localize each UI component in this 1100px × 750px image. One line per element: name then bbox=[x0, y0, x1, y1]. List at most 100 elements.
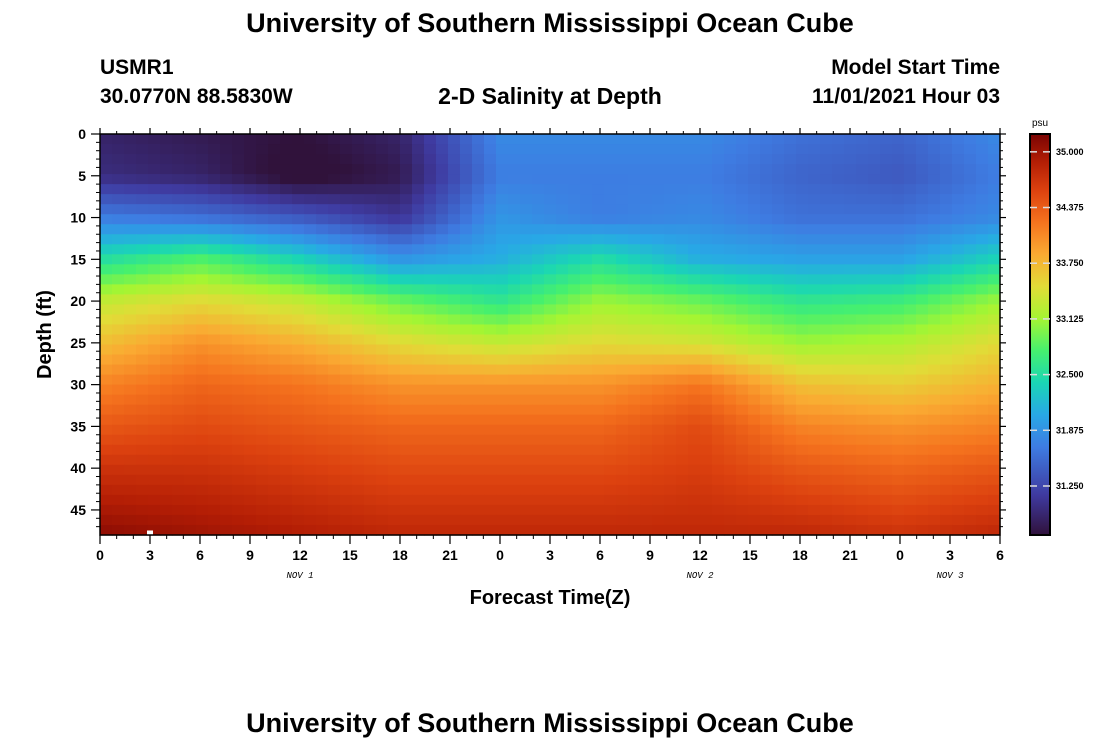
heatmap-cell bbox=[796, 364, 809, 376]
heatmap-cell bbox=[532, 144, 545, 155]
heatmap-cell bbox=[172, 344, 185, 356]
heatmap-cell bbox=[952, 214, 965, 225]
heatmap-cell bbox=[316, 424, 329, 436]
heatmap-cell bbox=[880, 174, 893, 185]
heatmap-cell bbox=[832, 334, 845, 346]
heatmap-cell bbox=[748, 134, 761, 145]
heatmap-cell bbox=[544, 474, 557, 486]
heatmap-cell bbox=[184, 504, 197, 516]
x-tick-label: 0 bbox=[96, 547, 104, 563]
heatmap-cell bbox=[436, 284, 449, 296]
heatmap-cell bbox=[772, 394, 785, 406]
heatmap-cell bbox=[844, 234, 857, 245]
heatmap-cell bbox=[472, 444, 485, 456]
heatmap-cell bbox=[748, 454, 761, 466]
heatmap-cell bbox=[544, 294, 557, 306]
heatmap-cell bbox=[940, 434, 953, 446]
heatmap-cell bbox=[676, 134, 689, 145]
heatmap-cell bbox=[460, 384, 473, 396]
heatmap-cell bbox=[412, 254, 425, 265]
heatmap-cell bbox=[760, 314, 773, 326]
heatmap-cell bbox=[724, 274, 737, 285]
heatmap-cell bbox=[352, 414, 365, 426]
heatmap-cell bbox=[820, 384, 833, 396]
heatmap-cell bbox=[172, 354, 185, 366]
heatmap-cell bbox=[952, 464, 965, 476]
heatmap-cell bbox=[352, 264, 365, 275]
heatmap-cell bbox=[892, 284, 905, 296]
heatmap-cell bbox=[964, 264, 977, 275]
heatmap-cell bbox=[400, 224, 413, 235]
heatmap-cell bbox=[424, 464, 437, 476]
heatmap-cell bbox=[448, 224, 461, 235]
heatmap-cell bbox=[172, 474, 185, 486]
heatmap-cell bbox=[928, 144, 941, 155]
heatmap-cell bbox=[184, 284, 197, 296]
heatmap-cell bbox=[388, 154, 401, 165]
heatmap-cell bbox=[868, 224, 881, 235]
heatmap-cell bbox=[256, 514, 269, 526]
heatmap-cell bbox=[160, 314, 173, 326]
heatmap-cell bbox=[688, 174, 701, 185]
heatmap-cell bbox=[208, 394, 221, 406]
heatmap-cell bbox=[784, 484, 797, 496]
heatmap-cell bbox=[268, 474, 281, 486]
heatmap-cell bbox=[832, 194, 845, 205]
heatmap-cell bbox=[400, 194, 413, 205]
heatmap-cell bbox=[904, 494, 917, 506]
heatmap-cell bbox=[676, 504, 689, 516]
heatmap-cell bbox=[628, 244, 641, 255]
heatmap-cell bbox=[448, 354, 461, 366]
heatmap-cell bbox=[580, 424, 593, 436]
heatmap-cell bbox=[688, 414, 701, 426]
heatmap-cell bbox=[736, 134, 749, 145]
heatmap-cell bbox=[688, 134, 701, 145]
heatmap-cell bbox=[136, 214, 149, 225]
heatmap-cell bbox=[160, 504, 173, 516]
heatmap-cell bbox=[748, 224, 761, 235]
heatmap-cell bbox=[976, 154, 989, 165]
heatmap-cell bbox=[172, 174, 185, 185]
heatmap-cell bbox=[664, 324, 677, 336]
heatmap-cell bbox=[448, 474, 461, 486]
heatmap-cell bbox=[892, 144, 905, 155]
heatmap-cell bbox=[580, 404, 593, 416]
heatmap-cell bbox=[532, 354, 545, 366]
heatmap-cell bbox=[304, 334, 317, 346]
heatmap-cell bbox=[604, 304, 617, 316]
heatmap-cell bbox=[460, 164, 473, 175]
heatmap-cell bbox=[520, 514, 533, 526]
heatmap-cell bbox=[496, 134, 509, 145]
heatmap-cell bbox=[508, 494, 521, 506]
heatmap-cell bbox=[100, 204, 113, 215]
heatmap-cell bbox=[220, 454, 233, 466]
heatmap-cell bbox=[196, 404, 209, 416]
heatmap-cell bbox=[556, 224, 569, 235]
heatmap-cell bbox=[796, 274, 809, 285]
heatmap-cell bbox=[892, 314, 905, 326]
heatmap-cell bbox=[760, 234, 773, 245]
heatmap-cell bbox=[508, 324, 521, 336]
heatmap-cell bbox=[220, 204, 233, 215]
heatmap-cell bbox=[772, 474, 785, 486]
heatmap-cell bbox=[388, 454, 401, 466]
heatmap-cell bbox=[124, 164, 137, 175]
heatmap-cell bbox=[388, 414, 401, 426]
heatmap-cell bbox=[652, 424, 665, 436]
heatmap-cell bbox=[712, 244, 725, 255]
heatmap-cell bbox=[808, 514, 821, 526]
heatmap-cell bbox=[964, 284, 977, 296]
heatmap-cell bbox=[904, 464, 917, 476]
heatmap-cell bbox=[244, 474, 257, 486]
heatmap-cell bbox=[652, 154, 665, 165]
heatmap-cell bbox=[364, 174, 377, 185]
heatmap-cell bbox=[436, 514, 449, 526]
heatmap-cell bbox=[964, 234, 977, 245]
heatmap-cell bbox=[208, 474, 221, 486]
heatmap-cell bbox=[568, 414, 581, 426]
heatmap-cell bbox=[352, 314, 365, 326]
heatmap-cell bbox=[220, 474, 233, 486]
day-label: NOV 2 bbox=[686, 571, 714, 581]
heatmap-cell bbox=[592, 284, 605, 296]
heatmap-cell bbox=[760, 154, 773, 165]
